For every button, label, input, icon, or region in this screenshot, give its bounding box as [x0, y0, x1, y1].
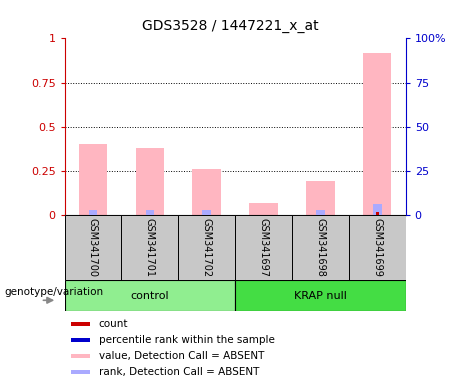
Bar	[249, 203, 278, 215]
Bar	[136, 148, 164, 215]
Bar	[376, 212, 379, 215]
Text: count: count	[99, 319, 128, 329]
Bar	[71, 338, 90, 342]
Text: GSM341702: GSM341702	[201, 218, 212, 277]
Text: control: control	[130, 291, 169, 301]
Text: KRAP null: KRAP null	[294, 291, 347, 301]
Bar	[178, 215, 235, 280]
Bar	[235, 215, 292, 280]
Text: rank, Detection Call = ABSENT: rank, Detection Call = ABSENT	[99, 367, 259, 377]
Bar	[71, 322, 90, 326]
Text: GSM341697: GSM341697	[259, 218, 269, 277]
Text: GSM341700: GSM341700	[88, 218, 98, 277]
Bar	[316, 210, 325, 215]
Bar	[146, 210, 154, 215]
Bar	[373, 204, 382, 215]
Text: percentile rank within the sample: percentile rank within the sample	[99, 335, 275, 345]
Bar	[89, 210, 97, 215]
Text: value, Detection Call = ABSENT: value, Detection Call = ABSENT	[99, 351, 264, 361]
Bar	[235, 280, 406, 311]
Bar	[292, 215, 349, 280]
Bar	[202, 210, 211, 215]
Bar	[79, 144, 107, 215]
Bar	[306, 182, 335, 215]
Bar	[121, 215, 178, 280]
Text: GSM341699: GSM341699	[372, 218, 382, 277]
Text: GSM341701: GSM341701	[145, 218, 155, 277]
Bar	[71, 370, 90, 374]
Bar	[65, 215, 121, 280]
Bar	[71, 354, 90, 358]
Bar	[193, 169, 221, 215]
Bar	[65, 280, 235, 311]
Bar	[363, 53, 391, 215]
Text: genotype/variation: genotype/variation	[5, 287, 104, 297]
Text: GDS3528 / 1447221_x_at: GDS3528 / 1447221_x_at	[142, 19, 319, 33]
Text: GSM341698: GSM341698	[315, 218, 325, 277]
Bar	[349, 215, 406, 280]
